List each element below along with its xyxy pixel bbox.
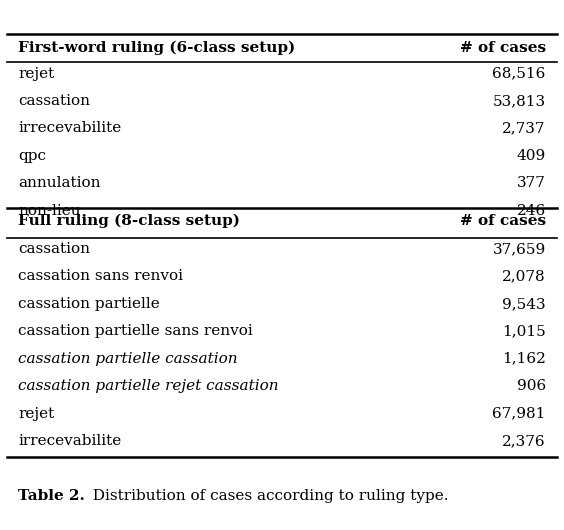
Text: 9,543: 9,543 [502,297,546,311]
Text: 53,813: 53,813 [492,94,546,108]
Text: # of cases: # of cases [460,41,546,55]
Text: cassation: cassation [18,94,90,108]
Text: # of cases: # of cases [460,214,546,228]
Text: 68,516: 68,516 [492,67,546,81]
Text: annulation: annulation [18,176,101,190]
Text: First-word ruling (6-class setup): First-word ruling (6-class setup) [18,41,296,55]
Text: non-lieu: non-lieu [18,204,81,218]
Text: cassation partielle sans renvoi: cassation partielle sans renvoi [18,324,253,338]
Text: irrecevabilite: irrecevabilite [18,434,121,448]
Text: cassation: cassation [18,242,90,256]
Text: 409: 409 [517,149,546,163]
Text: Table 2.: Table 2. [18,489,85,503]
Text: 2,376: 2,376 [502,434,546,448]
Text: 377: 377 [517,176,546,190]
Text: cassation partielle: cassation partielle [18,297,160,311]
Text: cassation partielle cassation: cassation partielle cassation [18,352,238,366]
Text: cassation sans renvoi: cassation sans renvoi [18,269,183,284]
Text: cassation partielle rejet cassation: cassation partielle rejet cassation [18,379,279,393]
Text: 906: 906 [517,379,546,393]
Text: 2,737: 2,737 [503,121,546,136]
Text: 1,015: 1,015 [502,324,546,338]
Text: Distribution of cases according to ruling type.: Distribution of cases according to rulin… [83,489,448,503]
Text: Full ruling (8-class setup): Full ruling (8-class setup) [18,214,240,228]
Text: qpc: qpc [18,149,46,163]
Text: rejet: rejet [18,407,55,421]
Text: 2,078: 2,078 [502,269,546,284]
Text: irrecevabilite: irrecevabilite [18,121,121,136]
Text: 1,162: 1,162 [502,352,546,366]
Text: 37,659: 37,659 [492,242,546,256]
Text: 246: 246 [517,204,546,218]
Text: rejet: rejet [18,67,55,81]
Text: 67,981: 67,981 [492,407,546,421]
